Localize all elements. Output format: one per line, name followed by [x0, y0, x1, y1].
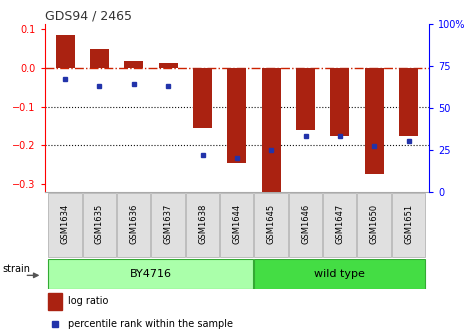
- Text: strain: strain: [2, 264, 30, 274]
- Bar: [193, 68, 212, 128]
- Text: GSM1644: GSM1644: [232, 204, 242, 244]
- FancyBboxPatch shape: [357, 193, 391, 257]
- Bar: [90, 49, 109, 68]
- Text: GSM1645: GSM1645: [267, 204, 276, 244]
- Text: GSM1650: GSM1650: [370, 204, 378, 244]
- Bar: [56, 35, 75, 68]
- Bar: [159, 63, 178, 68]
- Text: GSM1634: GSM1634: [61, 204, 70, 244]
- Bar: [124, 61, 143, 68]
- Bar: [262, 68, 280, 192]
- Text: BY4716: BY4716: [130, 269, 172, 279]
- Bar: [227, 68, 246, 163]
- Text: GSM1651: GSM1651: [404, 204, 413, 244]
- Text: GSM1635: GSM1635: [95, 204, 104, 244]
- Text: GSM1647: GSM1647: [335, 204, 344, 244]
- FancyBboxPatch shape: [392, 193, 425, 257]
- Text: GSM1646: GSM1646: [301, 204, 310, 244]
- FancyBboxPatch shape: [254, 193, 287, 257]
- FancyBboxPatch shape: [117, 193, 150, 257]
- Text: GSM1638: GSM1638: [198, 204, 207, 244]
- Bar: [296, 68, 315, 130]
- Bar: [331, 68, 349, 135]
- FancyBboxPatch shape: [289, 193, 322, 257]
- FancyBboxPatch shape: [220, 193, 253, 257]
- Text: wild type: wild type: [314, 269, 365, 279]
- Bar: [399, 68, 418, 135]
- Bar: [48, 293, 62, 310]
- Bar: [365, 68, 384, 174]
- FancyBboxPatch shape: [254, 259, 425, 289]
- FancyBboxPatch shape: [323, 193, 356, 257]
- Text: GDS94 / 2465: GDS94 / 2465: [45, 9, 132, 23]
- Text: percentile rank within the sample: percentile rank within the sample: [68, 319, 233, 329]
- FancyBboxPatch shape: [151, 193, 185, 257]
- Text: GSM1636: GSM1636: [129, 204, 138, 244]
- FancyBboxPatch shape: [48, 193, 82, 257]
- Text: GSM1637: GSM1637: [164, 204, 173, 244]
- FancyBboxPatch shape: [48, 259, 253, 289]
- FancyBboxPatch shape: [186, 193, 219, 257]
- Text: log ratio: log ratio: [68, 296, 108, 306]
- FancyBboxPatch shape: [83, 193, 116, 257]
